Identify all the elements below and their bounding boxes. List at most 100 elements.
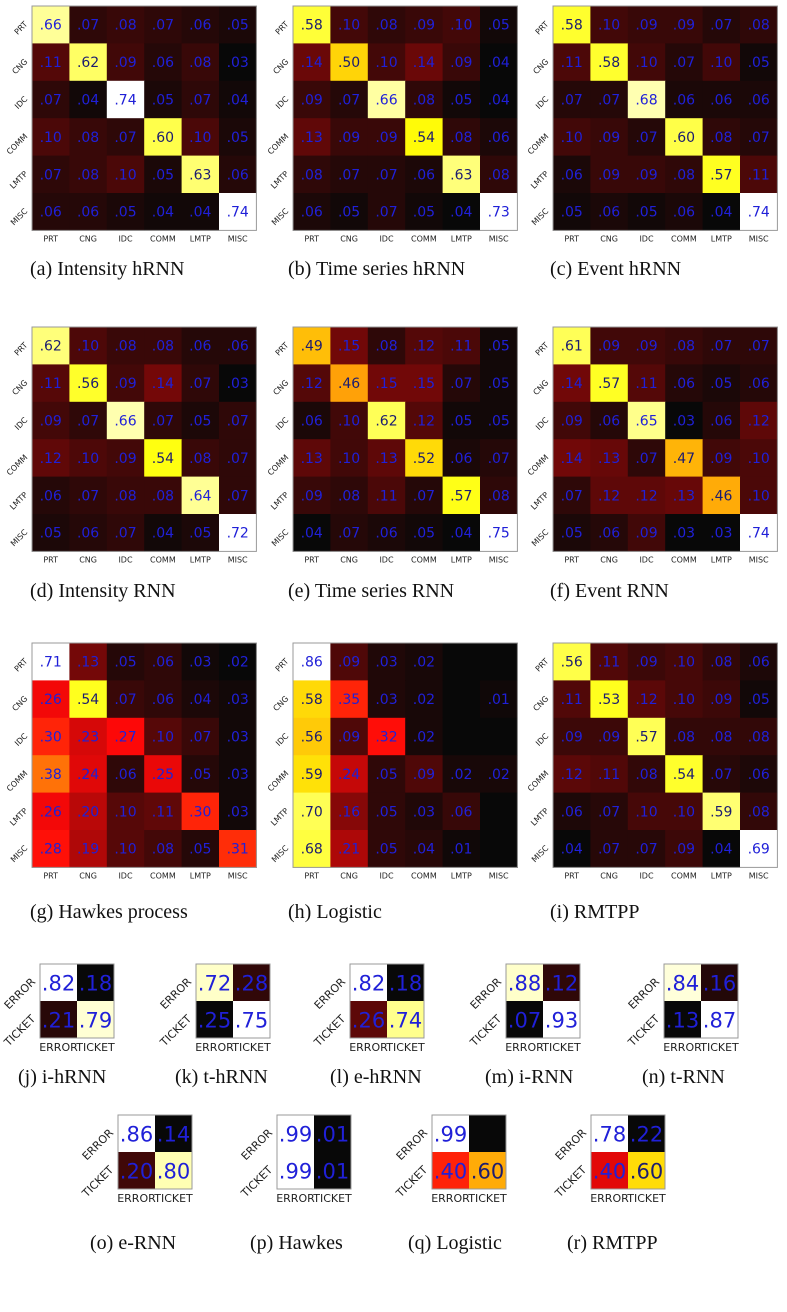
x-tick-label: IDC: [118, 555, 133, 564]
heatmap-cell: [367, 755, 406, 794]
y-tick-label: IDC: [13, 415, 30, 432]
y-tick-label: MISC: [530, 527, 551, 548]
y-tick-label: CNG: [271, 694, 290, 713]
cell-value-label: .74: [227, 205, 249, 221]
y-tick-label: LMTP: [8, 490, 29, 511]
heatmap-cell: [106, 514, 145, 552]
heatmap-cell: [627, 717, 666, 756]
heatmap-cell: [432, 1115, 470, 1153]
y-tick-label: TICKET: [552, 1163, 589, 1200]
heatmap-a: .66 .07 .08 .07 .06 .05 .11 .62 .09 .06 .08 .03 .07.…: [5, 5, 257, 280]
cell-value-label: .04: [488, 93, 510, 109]
heatmap-cell: [665, 6, 704, 44]
cell-value-label: .82: [42, 972, 75, 996]
x-tick-label: IDC: [118, 871, 133, 880]
heatmap-cell: [330, 792, 369, 831]
heatmap-cell: [590, 680, 629, 719]
cell-value-label: .10: [114, 842, 136, 858]
heatmap-cell: [219, 193, 257, 231]
y-tick-label: IDC: [534, 415, 551, 432]
heatmap-cell: [69, 476, 108, 515]
cell-value-label: .07: [77, 488, 99, 504]
heatmap-cell: [144, 476, 183, 515]
heatmap-cell: [740, 118, 778, 157]
cell-value-label: .08: [375, 339, 397, 355]
heatmap-cell: [106, 193, 145, 231]
cell-value-label: .38: [40, 767, 62, 783]
cell-value-label: .12: [545, 972, 578, 996]
heatmap-cell: [405, 401, 444, 440]
heatmap-cell: [330, 118, 369, 157]
cell-value-label: .05: [375, 767, 397, 783]
cell-value-label: .08: [710, 655, 732, 671]
heatmap-cell: [480, 514, 518, 552]
heatmap-cell: [219, 830, 257, 868]
y-tick-label: LMTP: [8, 169, 29, 190]
heatmap-cell: [106, 476, 145, 515]
heatmap-border: [552, 5, 778, 231]
heatmap-cell: [69, 155, 108, 194]
heatmap-cell: [330, 6, 369, 44]
cell-value-label: .09: [598, 130, 620, 146]
cell-value-label: .57: [635, 730, 657, 746]
heatmap-cell: [69, 792, 108, 831]
cell-value-label: .03: [227, 804, 249, 820]
heatmap-cell: [590, 792, 629, 831]
y-tick-label: MISC: [9, 843, 30, 864]
cell-value-label: .01: [316, 1123, 349, 1147]
heatmap-cell: [106, 755, 145, 794]
cell-value-label: .09: [114, 451, 136, 467]
heatmap-border: [552, 642, 778, 868]
cell-value-label: .07: [710, 339, 732, 355]
heatmap-cell: [293, 439, 331, 478]
y-tick-label: CNG: [10, 694, 29, 713]
y-tick-label: PRT: [534, 20, 551, 37]
cell-value-label: .03: [227, 55, 249, 71]
heatmap-cell: [591, 1152, 629, 1190]
heatmap-cell: [442, 439, 481, 478]
y-tick-label: IDC: [534, 731, 551, 748]
cell-value-label: .10: [673, 655, 695, 671]
heatmap-cell: [553, 476, 591, 515]
cell-value-label: .02: [488, 767, 510, 783]
heatmap-cell: [219, 43, 257, 82]
heatmap-cell: [196, 964, 234, 1002]
heatmap-cell: [196, 1001, 234, 1039]
cell-value-label: .01: [450, 842, 472, 858]
heatmap-cell: [469, 1152, 507, 1190]
heatmap-cell: [405, 476, 444, 515]
cell-value-label: .07: [710, 18, 732, 34]
subfigure-caption: (f) Event RNN: [550, 580, 669, 602]
cell-value-label: .19: [77, 842, 99, 858]
heatmap-cell: [293, 830, 331, 868]
heatmap-cell: [181, 327, 220, 365]
y-tick-label: COMM: [526, 132, 551, 157]
x-tick-label: LMTP: [711, 871, 732, 880]
cell-value-label: .10: [338, 414, 360, 430]
x-tick-label: IDC: [379, 234, 394, 243]
heatmap-cell: [740, 401, 778, 440]
cell-value-label: .13: [666, 1009, 699, 1033]
heatmap-cell: [330, 327, 369, 365]
cell-value-label: .07: [338, 167, 360, 183]
cell-value-label: .07: [189, 93, 211, 109]
cell-value-label: .03: [413, 804, 435, 820]
heatmap-cell: [627, 401, 666, 440]
cell-value-label: .14: [561, 451, 583, 467]
heatmap-cell: [144, 792, 183, 831]
heatmap-cell: [627, 643, 666, 681]
cell-value-label: .32: [375, 730, 397, 746]
cell-value-label: .06: [673, 376, 695, 392]
cell-value-label: .08: [77, 130, 99, 146]
heatmap-cell: [219, 401, 257, 440]
x-tick-label: CNG: [600, 234, 618, 243]
heatmap-cell: [69, 755, 108, 794]
heatmap-cell: [665, 193, 704, 231]
y-tick-label: LMTP: [269, 490, 290, 511]
cell-value-label: .10: [338, 18, 360, 34]
cell-value-label: .10: [710, 55, 732, 71]
heatmap-cell: [69, 6, 108, 44]
cell-value-label: .06: [598, 205, 620, 221]
